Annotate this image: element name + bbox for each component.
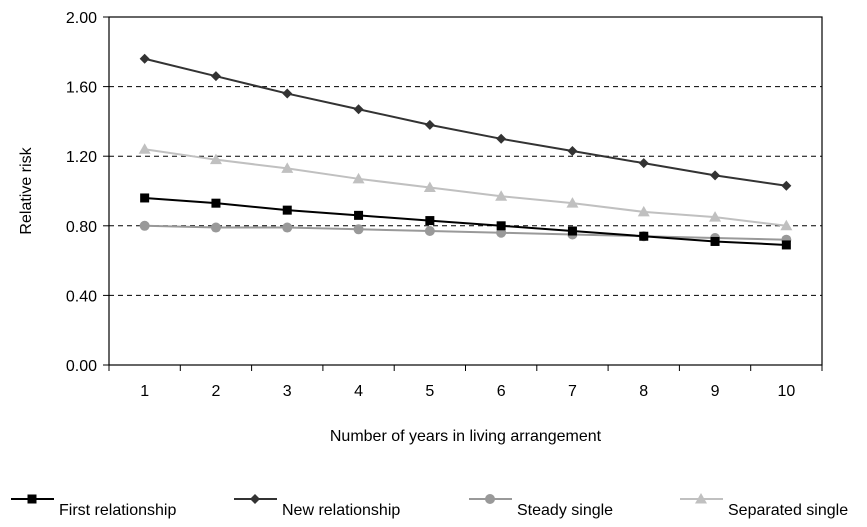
legend: First relationship New relationship Steady… — [11, 493, 848, 519]
data-point — [138, 143, 151, 154]
data-point — [424, 119, 435, 130]
data-point — [495, 190, 508, 201]
legend-label: First relationship — [59, 502, 176, 519]
data-point — [710, 170, 721, 181]
data-point — [638, 158, 649, 169]
series-first-relationship — [140, 193, 791, 250]
y-tick-label: 1.20 — [66, 149, 97, 166]
y-tick-label: 1.60 — [66, 80, 97, 97]
x-tick-label: 4 — [354, 383, 363, 400]
legend-marker — [695, 493, 707, 504]
legend-label: Steady single — [517, 502, 613, 519]
data-point — [781, 240, 791, 250]
series-separated-single — [138, 143, 793, 231]
data-point — [281, 162, 294, 173]
y-tick-label: 0.80 — [66, 219, 97, 236]
data-point — [210, 222, 221, 233]
data-point — [353, 224, 364, 235]
x-tick-label: 7 — [568, 383, 577, 400]
legend-item: New relationship — [234, 494, 400, 519]
x-tick-label: 6 — [497, 383, 506, 400]
data-point — [209, 153, 222, 165]
legend-marker — [250, 494, 260, 504]
data-point — [140, 193, 150, 203]
axes — [103, 16, 823, 371]
data-point — [424, 226, 435, 237]
data-point — [637, 205, 650, 217]
x-tick-label: 8 — [639, 383, 648, 400]
legend-marker — [485, 494, 495, 504]
data-point — [282, 205, 292, 215]
data-point — [210, 71, 221, 82]
series-steady-single — [139, 220, 792, 245]
series-lines — [138, 53, 793, 250]
legend-label: Separated single — [728, 502, 848, 519]
x-tick-label: 5 — [425, 383, 434, 400]
y-tick-label: 0.00 — [66, 358, 97, 375]
x-tick-label: 10 — [777, 383, 795, 400]
series-line — [144, 148, 787, 227]
data-point — [781, 180, 792, 191]
data-point — [353, 104, 364, 115]
data-point — [352, 172, 365, 184]
data-point — [780, 219, 793, 231]
x-axis-title: Number of years in living arrangement — [330, 428, 602, 445]
y-axis-title: Relative risk — [18, 146, 35, 234]
y-tick-label: 0.40 — [66, 288, 97, 305]
data-point — [639, 231, 649, 241]
data-point — [567, 145, 578, 156]
data-point — [282, 88, 293, 99]
x-tick-label: 1 — [140, 383, 149, 400]
x-tick-label: 2 — [211, 383, 220, 400]
data-point — [139, 220, 150, 231]
legend-label: New relationship — [282, 502, 400, 519]
data-point — [710, 236, 720, 246]
data-point — [425, 216, 435, 226]
legend-item: Separated single — [680, 493, 848, 519]
y-tick-label: 2.00 — [66, 10, 97, 27]
axis-labels: Number of years in living arrangement Re… — [18, 10, 795, 445]
data-point — [709, 211, 722, 222]
data-point — [567, 226, 577, 236]
data-point — [282, 222, 293, 233]
series-line — [144, 196, 787, 246]
data-point — [211, 198, 221, 208]
data-point — [423, 181, 436, 193]
legend-item: Steady single — [469, 494, 613, 519]
data-point — [354, 210, 364, 220]
legend-marker — [27, 494, 37, 504]
series-new-relationship — [139, 53, 792, 191]
series-line — [144, 224, 787, 241]
data-point — [566, 197, 579, 208]
data-point — [139, 53, 150, 64]
legend-item: First relationship — [11, 494, 176, 519]
x-tick-label: 3 — [283, 383, 292, 400]
series-line — [144, 57, 787, 187]
data-point — [496, 221, 506, 231]
gridlines — [109, 86, 822, 296]
data-point — [496, 133, 507, 144]
x-tick-label: 9 — [711, 383, 720, 400]
